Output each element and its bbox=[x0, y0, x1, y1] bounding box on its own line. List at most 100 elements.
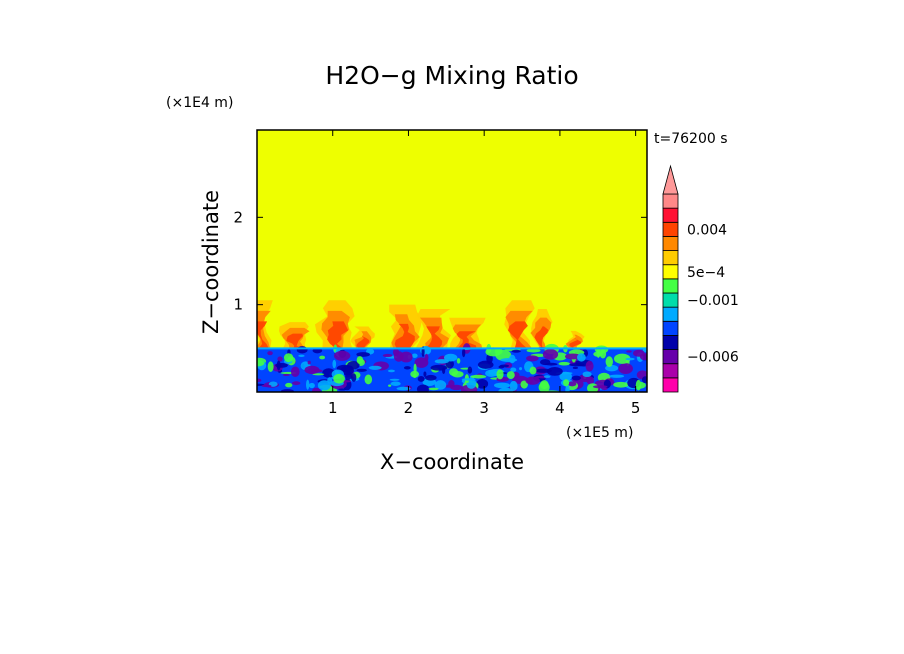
colorbar-bin bbox=[662, 377, 679, 393]
boundary-patch bbox=[519, 367, 523, 371]
x-axis: 1 2 3 4 5 bbox=[328, 130, 640, 417]
plume-layer bbox=[356, 336, 370, 349]
boundary-patch bbox=[467, 366, 473, 374]
boundary-patch bbox=[425, 374, 437, 381]
boundary-patch bbox=[290, 366, 300, 377]
boundary-patch bbox=[387, 369, 395, 373]
colorbar-bin bbox=[662, 236, 679, 251]
colorbar-bin bbox=[662, 278, 679, 294]
plume bbox=[389, 304, 423, 349]
boundary-patch bbox=[456, 358, 461, 364]
plume bbox=[415, 309, 451, 349]
boundary-patch bbox=[577, 353, 586, 362]
plume bbox=[314, 300, 355, 349]
boundary-patch bbox=[356, 352, 370, 357]
boundary-patch bbox=[338, 388, 347, 391]
boundary-patch bbox=[465, 382, 476, 385]
boundary-patch bbox=[257, 360, 265, 367]
boundary-patch bbox=[587, 383, 599, 392]
boundary-patch bbox=[410, 370, 419, 378]
boundary-patch bbox=[500, 357, 518, 362]
boundary-patch bbox=[277, 356, 283, 362]
boundary-patch bbox=[510, 367, 517, 372]
boundary-patch bbox=[403, 366, 411, 370]
plume-layer bbox=[424, 326, 443, 349]
boundary-patch bbox=[356, 368, 367, 372]
boundary-patch bbox=[267, 361, 274, 372]
boundary-patch bbox=[526, 355, 539, 362]
moist-boundary-layer bbox=[257, 343, 647, 392]
boundary-patch bbox=[296, 346, 308, 354]
colorbar-bin bbox=[662, 264, 679, 280]
colorbar-bin bbox=[662, 221, 679, 237]
boundary-patch bbox=[333, 350, 351, 361]
boundary-patch bbox=[625, 357, 635, 361]
boundary-patch bbox=[563, 379, 570, 387]
boundary-patch bbox=[275, 362, 288, 368]
boundary-patch bbox=[470, 374, 487, 379]
x-tick-label: 3 bbox=[479, 399, 489, 417]
boundary-patch bbox=[322, 368, 336, 378]
plume bbox=[350, 326, 375, 349]
plume bbox=[449, 317, 486, 349]
colorbar-bin bbox=[662, 207, 679, 223]
boundary-patch bbox=[585, 360, 594, 372]
plot-frame bbox=[256, 129, 648, 393]
y-tick-label: 2 bbox=[233, 208, 243, 226]
boundary-patch bbox=[614, 353, 631, 364]
boundary-patch bbox=[267, 351, 273, 356]
plume-layer bbox=[286, 333, 304, 349]
x-axis-label: X−coordinate bbox=[380, 450, 524, 474]
colorbar-bin bbox=[662, 193, 679, 209]
boundary-patch bbox=[368, 365, 382, 370]
boundary-patch bbox=[641, 376, 647, 384]
colorbar: 0.004 5e−4 −0.001 −0.006 bbox=[662, 164, 739, 393]
boundary-patch bbox=[605, 356, 613, 368]
boundary-patch bbox=[396, 386, 411, 391]
boundary-patch bbox=[525, 376, 540, 385]
boundary-patch bbox=[333, 373, 345, 384]
boundary-patch bbox=[572, 366, 578, 369]
plume-layer bbox=[569, 338, 581, 349]
boundary-patch bbox=[593, 385, 608, 389]
boundary-patch bbox=[319, 355, 326, 360]
boundary-patch bbox=[546, 367, 563, 376]
boundary-patch bbox=[571, 375, 581, 381]
boundary-patch bbox=[285, 382, 293, 388]
boundary-patch bbox=[498, 387, 513, 392]
boundary-patch bbox=[509, 380, 518, 391]
boundary-patch bbox=[443, 353, 458, 362]
boundary-patch bbox=[347, 360, 360, 370]
boundary-patch bbox=[389, 378, 400, 381]
colorbar-bin bbox=[662, 306, 679, 322]
boundary-patch bbox=[261, 384, 272, 388]
plume-layer bbox=[534, 326, 549, 349]
boundary-patch bbox=[416, 384, 430, 392]
boundary-patch bbox=[388, 384, 392, 387]
boundary-patch bbox=[558, 361, 570, 366]
boundary-patch bbox=[461, 378, 476, 381]
boundary-patch bbox=[529, 366, 537, 375]
boundary-patch bbox=[312, 373, 325, 376]
boundary-patch bbox=[283, 353, 294, 363]
colorbar-bin bbox=[662, 292, 679, 308]
y-scale-label: (×1E4 m) bbox=[166, 95, 233, 111]
boundary-patch bbox=[539, 359, 551, 366]
boundary-patch bbox=[292, 381, 301, 386]
plume-layer bbox=[257, 310, 271, 349]
boundary-patch bbox=[413, 363, 417, 374]
boundary-patch bbox=[582, 371, 592, 378]
plume-layer bbox=[452, 324, 483, 349]
boundary-patch bbox=[609, 374, 625, 378]
boundary-patch bbox=[257, 378, 262, 383]
boundary-patch bbox=[304, 365, 320, 375]
boundary-patch bbox=[461, 348, 466, 358]
boundary-patch bbox=[451, 370, 464, 378]
boundary-patch bbox=[568, 381, 577, 387]
colorbar-label: −0.001 bbox=[687, 293, 739, 309]
plume bbox=[504, 300, 535, 349]
boundary-patch bbox=[317, 380, 331, 391]
boundary-patch bbox=[282, 373, 290, 377]
field bbox=[257, 130, 647, 392]
plume bbox=[257, 300, 273, 349]
